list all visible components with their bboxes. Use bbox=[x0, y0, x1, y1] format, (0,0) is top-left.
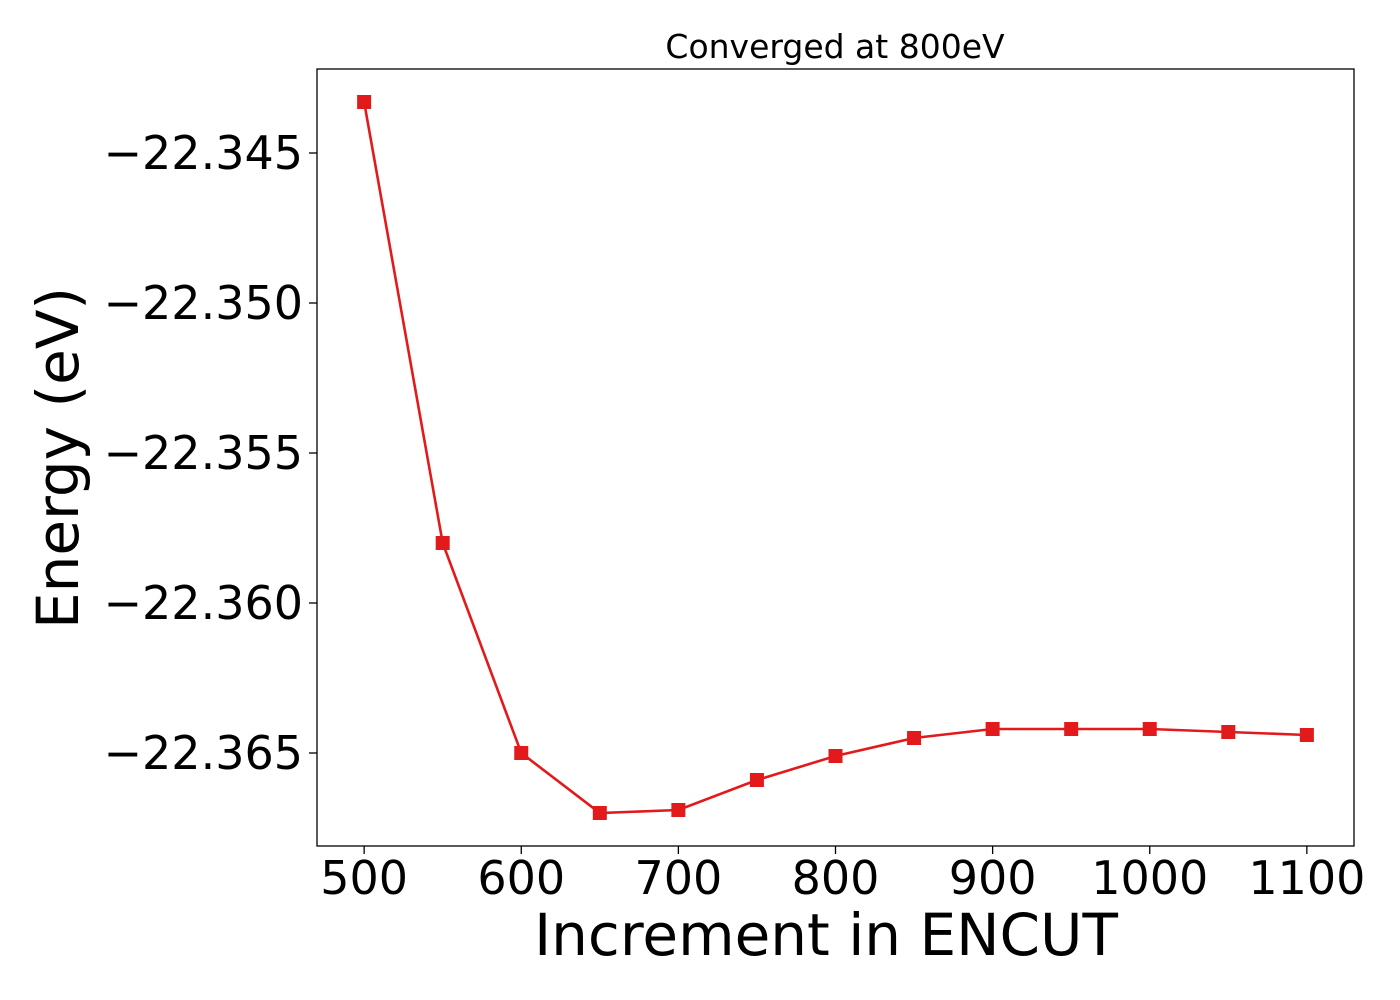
data-point bbox=[985, 722, 1000, 736]
data-point bbox=[1299, 728, 1314, 742]
data-point bbox=[592, 806, 607, 820]
y-tick-label: −22.360 bbox=[104, 576, 304, 630]
y-tick-label: −22.350 bbox=[104, 276, 304, 330]
chart-title: Converged at 800eV bbox=[665, 27, 1005, 66]
x-tick-label: 900 bbox=[949, 851, 1037, 905]
y-tick-label: −22.345 bbox=[104, 126, 304, 180]
x-tick-label: 1100 bbox=[1248, 851, 1365, 905]
data-point bbox=[828, 749, 843, 763]
data-point bbox=[1221, 725, 1236, 739]
x-axis-label: Increment in ENCUT bbox=[534, 901, 1118, 969]
data-point bbox=[749, 773, 764, 787]
y-axis: −22.345 −22.350 −22.355 −22.360 −22.365 bbox=[104, 126, 317, 780]
plot-frame bbox=[316, 68, 1355, 847]
x-axis: 500 600 700 800 900 1000 1100 bbox=[320, 846, 1365, 905]
x-tick-label: 600 bbox=[477, 851, 565, 905]
y-tick-label: −22.355 bbox=[104, 426, 304, 480]
data-point bbox=[514, 746, 529, 760]
data-point bbox=[1064, 722, 1079, 736]
data-point bbox=[671, 803, 686, 817]
data-point bbox=[357, 95, 372, 109]
data-point bbox=[435, 536, 450, 550]
data-point bbox=[907, 731, 922, 745]
x-tick-label: 1000 bbox=[1091, 851, 1208, 905]
x-tick-label: 500 bbox=[320, 851, 408, 905]
x-tick-label: 800 bbox=[792, 851, 880, 905]
y-axis-label: Energy (eV) bbox=[24, 287, 92, 629]
data-point bbox=[1142, 722, 1157, 736]
y-tick-label: −22.365 bbox=[104, 726, 304, 780]
series-line bbox=[362, 101, 1307, 815]
x-tick-label: 700 bbox=[634, 851, 722, 905]
series-layer bbox=[357, 95, 1314, 820]
